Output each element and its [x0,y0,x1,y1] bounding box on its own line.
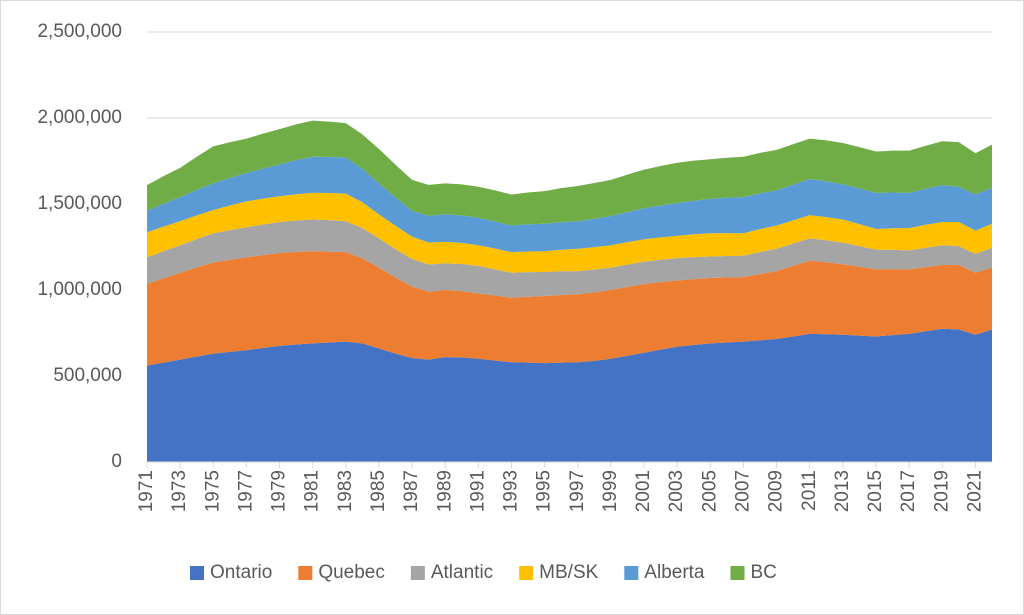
area [147,120,992,226]
x-tick-label: 1991 [467,470,488,512]
y-tick-label: 2,000,000 [37,107,122,128]
x-tick-label: 1989 [434,470,455,512]
x-tick-label: 1973 [169,470,190,512]
y-tick-label: 1,500,000 [37,193,122,214]
x-tick-label: 1993 [501,470,522,512]
x-tick-label: 1975 [202,470,223,512]
legend-swatch [190,566,204,580]
legend-swatch [410,566,425,580]
y-tick-label: 0 [111,451,122,472]
area [147,251,992,366]
legend-label: BC [751,562,777,583]
x-tick-label: 2009 [766,470,787,512]
x-tick-label: 1987 [401,470,422,512]
x-tick-label: 2013 [832,470,853,512]
area [147,156,992,253]
x-tick-label: 2001 [633,470,654,512]
x-tick-label: 1985 [368,470,389,512]
x-tick-label: 2021 [964,470,985,512]
legend-swatch [298,566,313,580]
y-tick-label: 1,000,000 [37,279,122,300]
x-tick-label: 2017 [898,470,919,512]
legend-label: MB/SK [539,562,598,583]
area [147,328,992,462]
legend-swatch [730,566,745,580]
x-tick-label: 2003 [666,470,687,512]
x-tick-label: 2015 [865,470,886,512]
x-tick-label: 1997 [567,470,588,512]
x-tick-label: 1999 [600,470,621,512]
legend-label: Quebec [318,562,385,583]
x-tick-label: 2007 [732,470,753,512]
x-tick-label: 2019 [931,470,952,512]
y-tick-label: 2,500,000 [37,21,122,42]
x-tick-label: 1995 [534,470,555,512]
legend-label: Ontario [210,562,272,583]
legend-swatch [624,566,639,580]
legend-label: Atlantic [431,562,493,583]
x-tick-label: 1977 [235,470,256,512]
legend: Ontario Quebec Atlantic MB/SK Alberta BC [190,562,777,583]
area [147,219,992,298]
x-tick-label: 1981 [302,470,323,512]
x-tick-label: 1979 [269,470,290,512]
y-tick-label: 500,000 [53,365,122,386]
x-tick-label: 1971 [136,470,157,512]
legend-label: Alberta [644,562,705,583]
area [147,192,992,273]
legend-swatch [519,566,534,580]
x-tick-label: 2005 [699,470,720,512]
x-tick-label: 1983 [335,470,356,512]
x-tick-label: 2011 [799,470,820,511]
